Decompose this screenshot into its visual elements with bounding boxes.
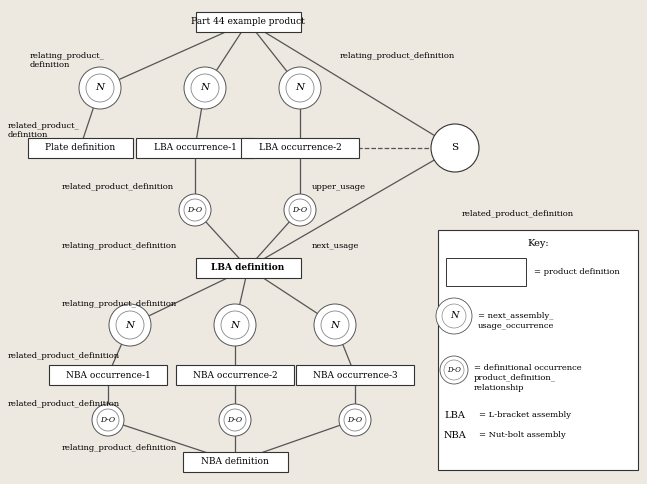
Text: NBA occurrence-2: NBA occurrence-2 — [193, 370, 278, 379]
Bar — [136, 138, 254, 158]
Circle shape — [109, 304, 151, 346]
Circle shape — [284, 194, 316, 226]
Circle shape — [286, 74, 314, 102]
Text: D-O: D-O — [447, 366, 461, 374]
Text: related_product_definition: related_product_definition — [8, 400, 120, 408]
Text: N: N — [450, 312, 458, 320]
Text: relating_product_definition: relating_product_definition — [340, 52, 455, 60]
Circle shape — [444, 360, 464, 380]
Text: D-O: D-O — [100, 416, 116, 424]
Circle shape — [224, 409, 246, 431]
Bar — [296, 365, 414, 385]
Text: N: N — [331, 320, 340, 330]
Text: N: N — [96, 84, 105, 92]
Circle shape — [116, 311, 144, 339]
Bar — [195, 12, 300, 32]
Text: relating_product_definition: relating_product_definition — [62, 444, 177, 452]
Circle shape — [86, 74, 114, 102]
Text: LBA definition: LBA definition — [212, 263, 285, 272]
Text: N: N — [296, 84, 305, 92]
Circle shape — [184, 67, 226, 109]
Circle shape — [221, 311, 249, 339]
Text: Key:: Key: — [527, 240, 549, 248]
Text: D-O: D-O — [292, 206, 307, 214]
Text: NBA: NBA — [444, 430, 466, 439]
Bar — [241, 138, 359, 158]
Circle shape — [184, 199, 206, 221]
Circle shape — [79, 67, 121, 109]
Circle shape — [191, 74, 219, 102]
Text: S: S — [452, 143, 459, 152]
Text: relating_product_
definition: relating_product_ definition — [30, 52, 105, 69]
Text: D-O: D-O — [188, 206, 203, 214]
Text: NBA occurrence-1: NBA occurrence-1 — [65, 370, 150, 379]
Text: related_product_
definition: related_product_ definition — [8, 122, 80, 139]
Text: LBA occurrence-1: LBA occurrence-1 — [153, 143, 236, 152]
Circle shape — [219, 404, 251, 436]
Text: = Nut-bolt assembly: = Nut-bolt assembly — [479, 431, 565, 439]
Circle shape — [179, 194, 211, 226]
Text: next_usage: next_usage — [312, 242, 359, 250]
Text: related_product_definition: related_product_definition — [8, 352, 120, 360]
Text: NBA occurrence-3: NBA occurrence-3 — [313, 370, 397, 379]
Circle shape — [440, 356, 468, 384]
Text: Plate definition: Plate definition — [45, 143, 115, 152]
Text: upper_usage: upper_usage — [312, 183, 366, 191]
Circle shape — [436, 298, 472, 334]
Text: N: N — [230, 320, 239, 330]
Text: NBA definition: NBA definition — [201, 457, 269, 467]
Bar — [176, 365, 294, 385]
Text: relating_product_definition: relating_product_definition — [62, 300, 177, 308]
Bar — [438, 230, 638, 470]
Bar — [182, 452, 287, 472]
Circle shape — [214, 304, 256, 346]
Circle shape — [431, 124, 479, 172]
Bar — [49, 365, 167, 385]
Text: = next_assembly_
usage_occurrence: = next_assembly_ usage_occurrence — [478, 312, 554, 330]
Text: relating_product_definition: relating_product_definition — [62, 242, 177, 250]
Text: Part 44 example product: Part 44 example product — [191, 17, 305, 27]
Circle shape — [344, 409, 366, 431]
Text: D-O: D-O — [347, 416, 362, 424]
Bar — [28, 138, 133, 158]
Circle shape — [339, 404, 371, 436]
Text: D-O: D-O — [228, 416, 243, 424]
Text: LBA: LBA — [444, 410, 465, 420]
Text: = definitional occurrence
product_definition_
relationship: = definitional occurrence product_defini… — [474, 364, 582, 392]
Circle shape — [97, 409, 119, 431]
Circle shape — [289, 199, 311, 221]
Text: = product definition: = product definition — [534, 268, 620, 276]
Circle shape — [279, 67, 321, 109]
Text: related_product_definition: related_product_definition — [462, 210, 574, 218]
Circle shape — [321, 311, 349, 339]
Text: N: N — [126, 320, 135, 330]
Circle shape — [442, 304, 466, 328]
Text: related_product_definition: related_product_definition — [62, 183, 174, 191]
Bar — [446, 258, 526, 286]
Text: = L-bracket assembly: = L-bracket assembly — [479, 411, 571, 419]
Circle shape — [314, 304, 356, 346]
Text: LBA occurrence-2: LBA occurrence-2 — [259, 143, 342, 152]
Bar — [195, 258, 300, 278]
Text: N: N — [201, 84, 210, 92]
Circle shape — [92, 404, 124, 436]
